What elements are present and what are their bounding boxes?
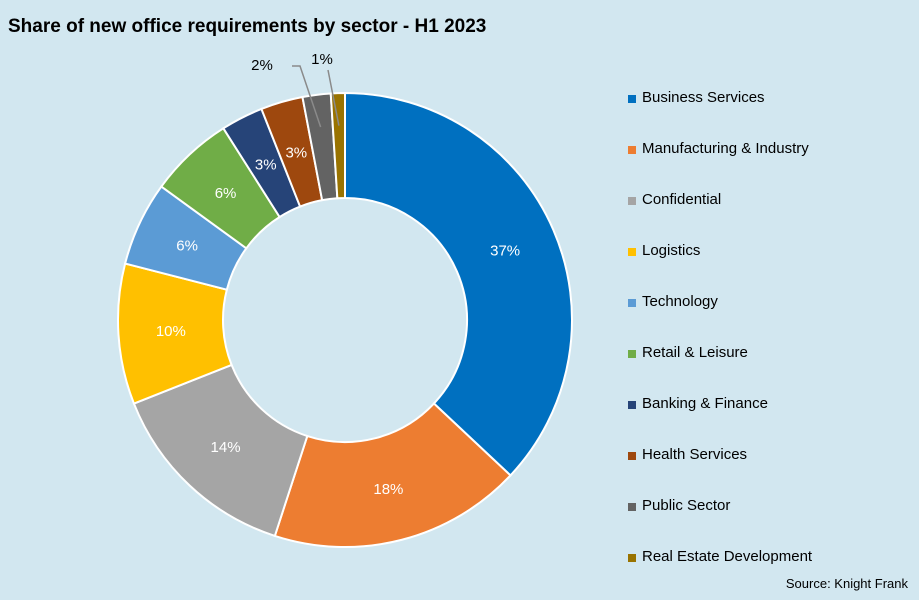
legend-item-real-estate-development: Real Estate Development <box>628 531 812 582</box>
data-label-public-sector: 2% <box>251 57 273 74</box>
legend-swatch <box>628 196 636 205</box>
legend-label: Confidential <box>642 191 722 208</box>
data-label-real-estate-development: 1% <box>311 51 333 68</box>
legend-label: Retail & Leisure <box>642 344 748 361</box>
leader-line-real-estate-development <box>327 69 340 126</box>
chart-title: Share of new office requirements by sect… <box>8 16 487 37</box>
legend-label: Public Sector <box>642 497 731 514</box>
donut-chart: 37% 18% 14% 10% 6% 6% 3% 3% 2% 1% <box>117 51 573 548</box>
legend: Business Services Manufacturing & Industr… <box>628 72 812 582</box>
legend-item-business-services: Business Services <box>628 72 812 123</box>
legend-swatch <box>628 502 636 511</box>
leader-line-public-sector <box>292 65 322 128</box>
legend-swatch <box>628 451 636 460</box>
leader-lines <box>292 65 340 128</box>
legend-item-public-sector: Public Sector <box>628 480 812 531</box>
legend-swatch <box>628 145 636 154</box>
legend-label: Banking & Finance <box>642 395 768 412</box>
legend-item-retail-and-leisure: Retail & Leisure <box>628 327 812 378</box>
data-label-retail-and-leisure: 6% <box>215 185 237 202</box>
legend-label: Manufacturing & Industry <box>642 140 809 157</box>
legend-item-banking-and-finance: Banking & Finance <box>628 378 812 429</box>
legend-label: Logistics <box>642 242 701 259</box>
slice-real-estate-development <box>329 91 346 200</box>
legend-swatch <box>628 553 636 562</box>
legend-swatch <box>628 349 636 358</box>
data-label-health-services: 3% <box>285 144 307 161</box>
legend-label: Technology <box>642 293 718 310</box>
data-label-confidential: 14% <box>211 439 241 456</box>
data-label-banking-and-finance: 3% <box>255 157 277 174</box>
legend-item-health-services: Health Services <box>628 429 812 480</box>
slice-manufacturing-and-industry <box>273 402 512 548</box>
legend-swatch <box>628 94 636 103</box>
legend-label: Business Services <box>642 89 765 106</box>
legend-item-technology: Technology <box>628 276 812 327</box>
source-note: Source: Knight Frank <box>785 576 908 591</box>
legend-label: Health Services <box>642 446 748 463</box>
slice-business-services <box>344 91 573 477</box>
legend-item-logistics: Logistics <box>628 225 812 276</box>
donut-slices <box>117 91 573 548</box>
legend-swatch <box>628 247 636 256</box>
data-label-technology: 6% <box>176 238 198 255</box>
legend-item-confidential: Confidential <box>628 174 812 225</box>
data-label-logistics: 10% <box>156 323 186 340</box>
legend-item-manufacturing-and-industry: Manufacturing & Industry <box>628 123 812 174</box>
data-label-manufacturing-and-industry: 18% <box>373 481 403 498</box>
data-labels: 37% 18% 14% 10% 6% 6% 3% 3% 2% 1% <box>156 51 520 498</box>
legend-swatch <box>628 400 636 409</box>
legend-label: Real Estate Development <box>642 548 813 565</box>
data-label-business-services: 37% <box>490 243 520 260</box>
legend-swatch <box>628 298 636 307</box>
